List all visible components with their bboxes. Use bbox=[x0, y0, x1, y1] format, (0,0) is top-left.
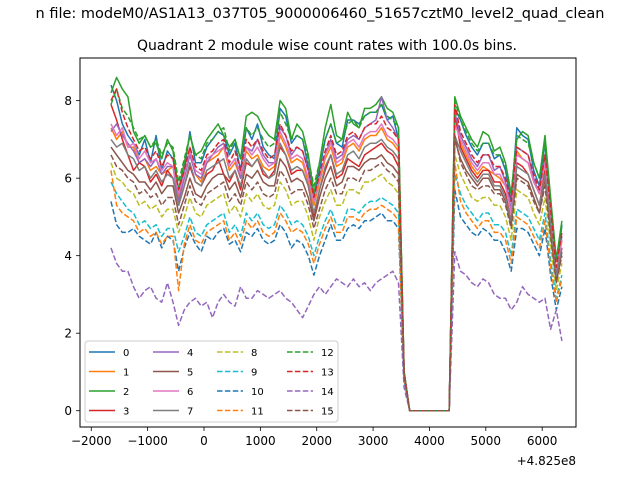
legend-label-12: 12 bbox=[321, 348, 334, 359]
legend-label-3: 3 bbox=[123, 407, 129, 418]
x-tick-label: 4000 bbox=[414, 434, 445, 448]
y-tick-label: 6 bbox=[64, 172, 72, 186]
x-tick-label: 0 bbox=[200, 434, 208, 448]
legend-label-7: 7 bbox=[187, 407, 193, 418]
legend-box bbox=[84, 340, 339, 423]
x-tick-label: 2000 bbox=[301, 434, 332, 448]
series-line-11 bbox=[110, 161, 563, 412]
series-line-15 bbox=[110, 134, 563, 412]
y-tick-label: 8 bbox=[64, 94, 72, 108]
x-tick-label: 6000 bbox=[527, 434, 558, 448]
x-tick-label: 5000 bbox=[471, 434, 502, 448]
x-tick-label: −2000 bbox=[71, 434, 112, 448]
plot-frame bbox=[79, 57, 577, 428]
legend-label-0: 0 bbox=[123, 348, 129, 359]
plot-lines bbox=[110, 76, 563, 412]
x-tick-label: −1000 bbox=[127, 434, 168, 448]
legend-label-2: 2 bbox=[123, 387, 129, 398]
series-line-4 bbox=[110, 96, 563, 412]
series-line-8 bbox=[110, 154, 563, 412]
legend-label-5: 5 bbox=[187, 368, 193, 379]
series-line-14 bbox=[110, 247, 563, 412]
legend-label-4: 4 bbox=[187, 348, 193, 359]
y-tick-label: 4 bbox=[64, 249, 72, 263]
legend-label-6: 6 bbox=[187, 387, 193, 398]
legend-label-11: 11 bbox=[251, 407, 264, 418]
chart-suptitle: n file: modeM0/AS1A13_037T05_9000006460_… bbox=[36, 6, 605, 22]
x-axis: −2000 −1000 0 1000 2000 3000 4000 5000 6000 bbox=[71, 427, 557, 448]
legend-label-8: 8 bbox=[251, 348, 257, 359]
y-axis: 0 2 4 6 8 bbox=[64, 94, 80, 418]
series-line-7 bbox=[110, 134, 563, 412]
chart-title: Quadrant 2 module wise count rates with … bbox=[137, 38, 517, 54]
legend-label-1: 1 bbox=[123, 368, 129, 379]
legend-label-14: 14 bbox=[321, 387, 334, 398]
x-tick-label: 3000 bbox=[358, 434, 389, 448]
x-offset-label: +4.825e8 bbox=[517, 454, 576, 468]
legend-label-15: 15 bbox=[321, 407, 334, 418]
series-line-5 bbox=[110, 138, 563, 412]
legend-label-10: 10 bbox=[251, 387, 264, 398]
series-line-9 bbox=[110, 173, 563, 412]
legend-label-9: 9 bbox=[251, 368, 257, 379]
legend-label-13: 13 bbox=[321, 368, 334, 379]
x-tick-label: 1000 bbox=[245, 434, 276, 448]
series-line-0 bbox=[110, 84, 563, 412]
series-line-10 bbox=[110, 189, 563, 412]
y-tick-label: 0 bbox=[64, 404, 72, 418]
y-tick-label: 2 bbox=[64, 327, 72, 341]
series-line-6 bbox=[110, 123, 563, 412]
